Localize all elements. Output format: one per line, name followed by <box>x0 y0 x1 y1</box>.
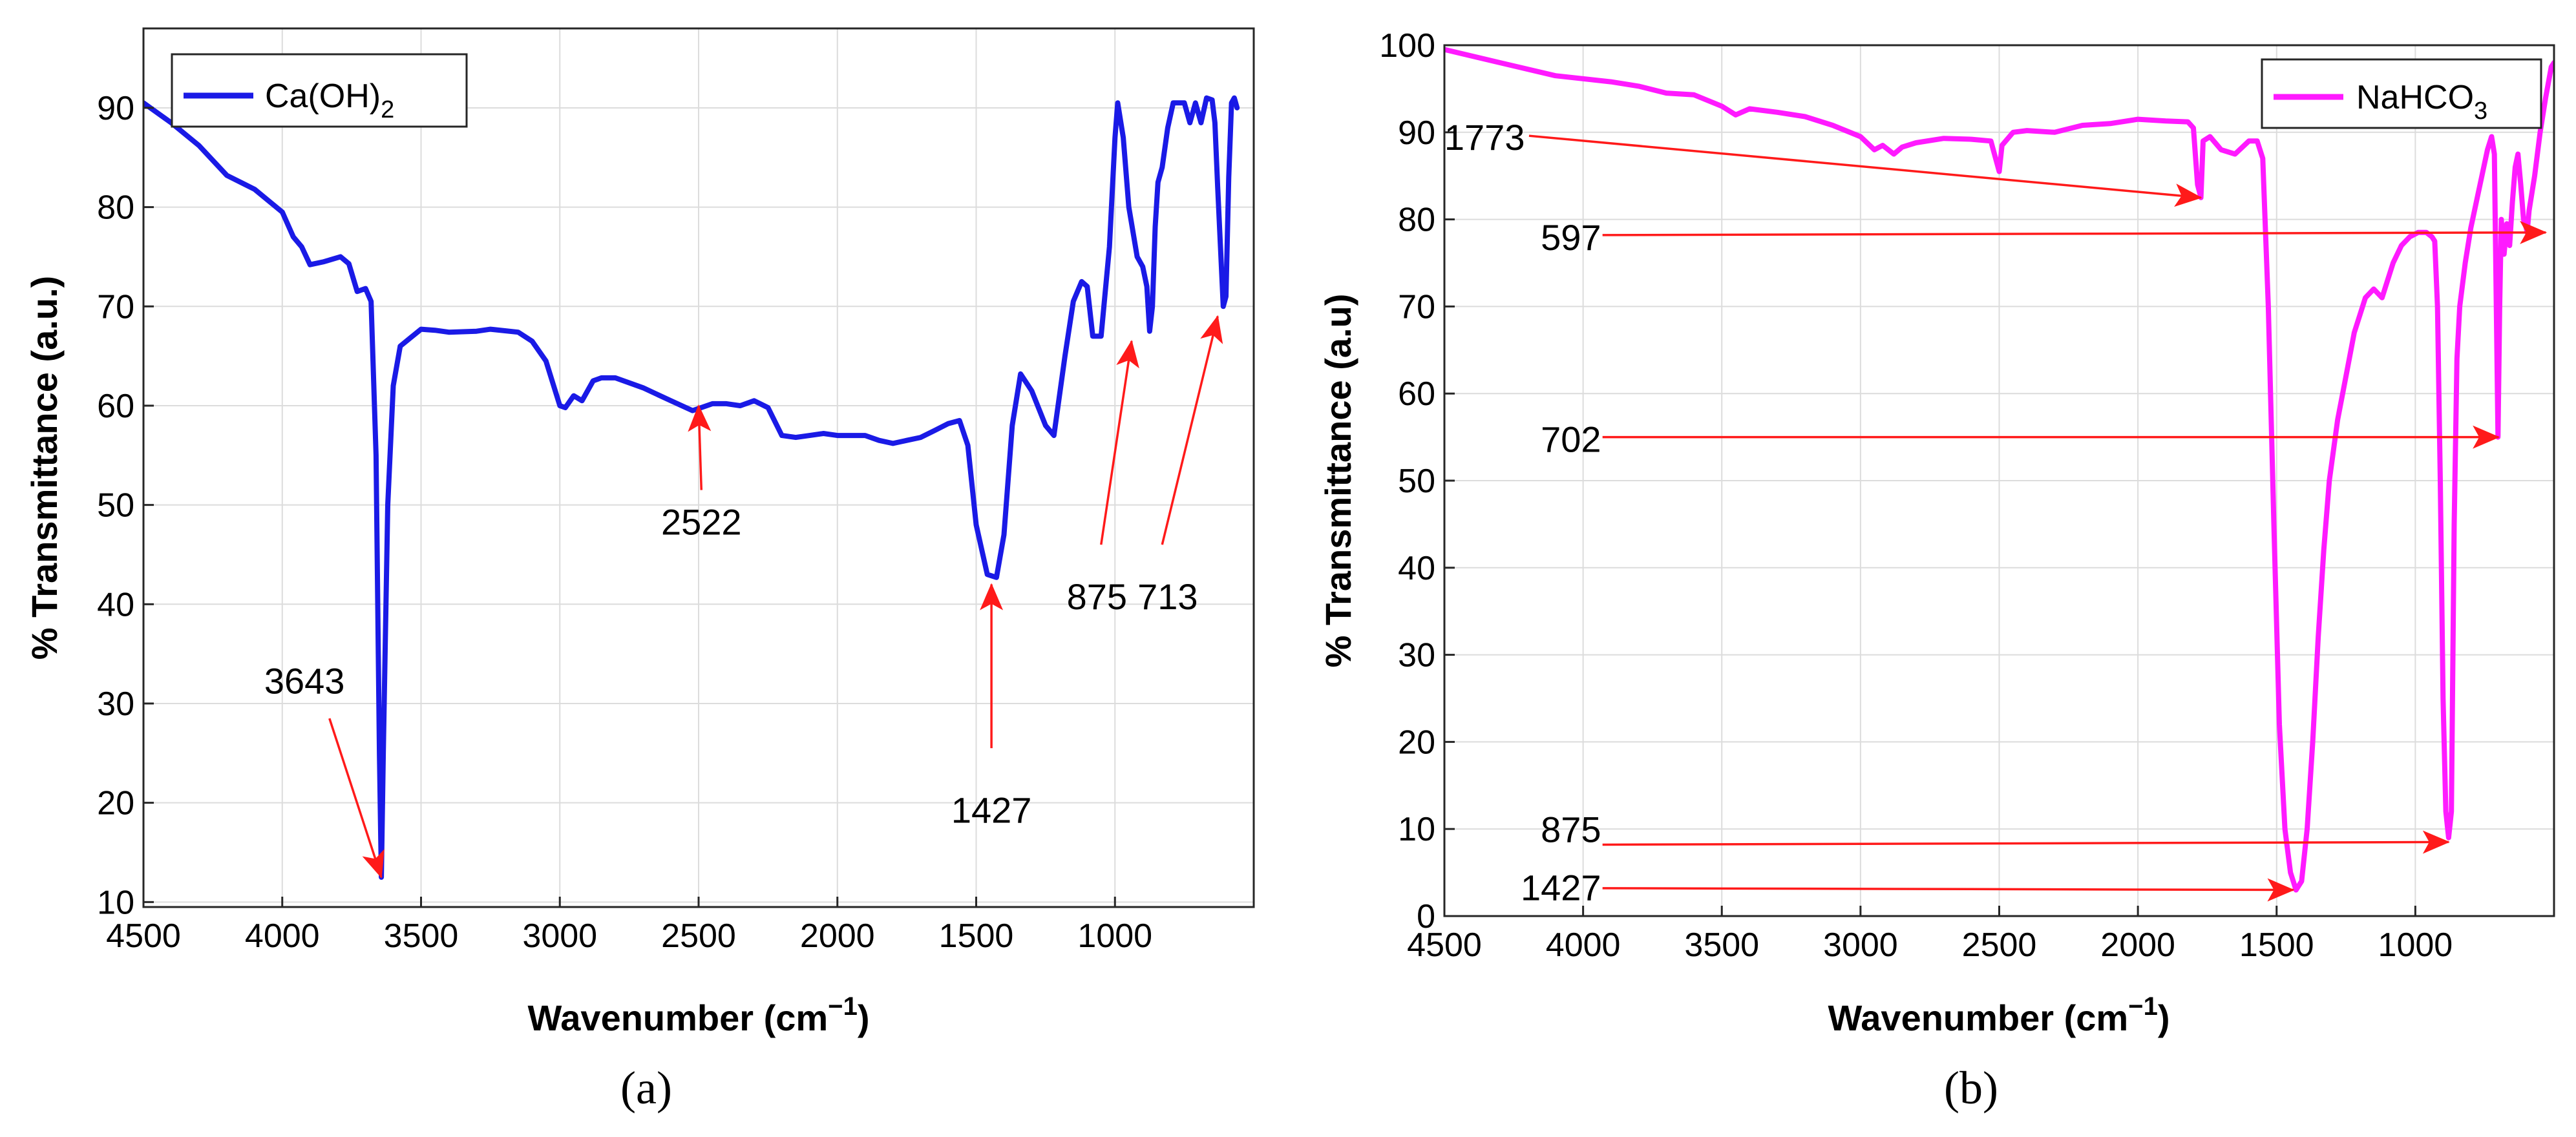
series-line-Ca(OH)2 <box>143 95 1240 880</box>
x-tick-label: 2000 <box>2100 926 2175 964</box>
annotation-arrow-875 <box>1100 340 1139 545</box>
y-tick-label: 60 <box>1398 375 1435 413</box>
grid-b <box>1444 45 2554 917</box>
chart-panel-b: 4500 4000 3500 3000 2500 2000 1500 1000 0 10 20 30 4… <box>1318 27 2555 1114</box>
x-tick-label: 3000 <box>1823 926 1898 964</box>
x-tick-label: 3500 <box>384 917 459 955</box>
annotation-label-875: 875 <box>1541 809 1601 850</box>
annotation-label-875: 875 <box>1067 576 1127 617</box>
annotation-arrow-875 <box>1602 830 2450 854</box>
y-axis-title-a: % Transmittance (a.u.) <box>24 276 65 660</box>
x-tick-label: 2500 <box>1962 926 2037 964</box>
annotation-arrow-2522 <box>688 404 712 490</box>
annotation-arrow-713 <box>1161 315 1223 545</box>
legend-box-b <box>2261 58 2542 129</box>
y-tick-label: 40 <box>97 586 134 623</box>
y-tick-label: 30 <box>1398 637 1435 674</box>
x-tick-label: 2500 <box>661 917 736 955</box>
legend-label-b: NaHCO3 <box>2356 79 2487 125</box>
y-tick-label: 0 <box>1417 898 1435 935</box>
chart-panel-a: 4500 4000 3500 3000 2500 2000 1500 1000 10 20 30 40… <box>24 27 1255 1114</box>
legend-a: Ca(OH)2 <box>171 53 468 128</box>
y-tick-label: 70 <box>97 288 134 326</box>
legend-b: NaHCO3 <box>2261 58 2542 129</box>
annotation-label-2522: 2522 <box>661 502 742 543</box>
panel-label-b: (b) <box>1944 1062 1998 1114</box>
grid-a <box>143 28 1254 907</box>
annotations-a: 3643 2522 1427 875 713 <box>264 315 1223 879</box>
y-tick-label: 70 <box>1398 288 1435 326</box>
annotation-arrow-3643 <box>328 718 385 879</box>
x-tick-label: 1000 <box>2378 926 2453 964</box>
x-tick-label: 4000 <box>1546 926 1621 964</box>
annotation-label-1773: 1773 <box>1444 117 1525 158</box>
y-tick-label: 100 <box>1379 27 1435 65</box>
x-tick-label: 2000 <box>800 917 875 955</box>
x-tick-label: 1000 <box>1077 917 1152 955</box>
y-tick-label: 90 <box>97 90 134 127</box>
annotation-label-1427: 1427 <box>1521 868 1601 908</box>
x-tick-label: 1500 <box>939 917 1014 955</box>
annotation-arrow-597 <box>1602 220 2548 244</box>
ticks-b: 4500 4000 3500 3000 2500 2000 1500 1000 0 10 20 30 4… <box>1379 27 2453 964</box>
y-axis-title-b: % Transmittance (a.u) <box>1318 294 1358 668</box>
y-tick-label: 50 <box>1398 463 1435 500</box>
legend-label-a: Ca(OH)2 <box>265 78 394 123</box>
y-tick-label: 20 <box>1398 724 1435 761</box>
series-layer-a <box>143 95 1240 880</box>
x-tick-label: 4000 <box>245 917 320 955</box>
annotation-label-1427: 1427 <box>951 789 1032 830</box>
y-tick-label: 40 <box>1398 550 1435 587</box>
y-tick-label: 60 <box>97 388 134 425</box>
annotation-arrow-1773 <box>1528 134 2202 207</box>
y-tick-label: 90 <box>1398 114 1435 152</box>
y-tick-label: 10 <box>1398 811 1435 848</box>
annotation-arrow-1427 <box>1602 878 2295 902</box>
x-tick-label: 4500 <box>106 917 181 955</box>
x-tick-label: 3000 <box>522 917 597 955</box>
annotation-label-713: 713 <box>1137 576 1198 617</box>
x-axis-title-a: Wavenumber (cm−1) <box>528 992 870 1038</box>
y-tick-label: 50 <box>97 487 134 525</box>
annotation-label-702: 702 <box>1541 419 1601 460</box>
x-tick-label: 4500 <box>1407 926 1482 964</box>
ticks-a: 4500 4000 3500 3000 2500 2000 1500 1000 10 20 30 40… <box>97 90 1152 955</box>
y-tick-label: 10 <box>97 884 134 921</box>
panel-label-a: (a) <box>620 1062 672 1114</box>
y-tick-label: 80 <box>1398 202 1435 239</box>
legend-box-a <box>171 53 468 128</box>
y-tick-label: 30 <box>97 685 134 723</box>
annotation-label-597: 597 <box>1541 217 1601 258</box>
y-tick-label: 80 <box>97 189 134 227</box>
x-tick-label: 3500 <box>1684 926 1759 964</box>
annotation-label-3643: 3643 <box>264 661 345 702</box>
series-layer-b <box>1444 47 2554 893</box>
annotations-b: 1773 597 702 875 1427 <box>1444 117 2548 908</box>
x-axis-title-b: Wavenumber (cm−1) <box>1828 992 2170 1038</box>
x-tick-label: 1500 <box>2239 926 2314 964</box>
y-tick-label: 20 <box>97 785 134 822</box>
series-line-NaHCO3 <box>1444 47 2554 893</box>
